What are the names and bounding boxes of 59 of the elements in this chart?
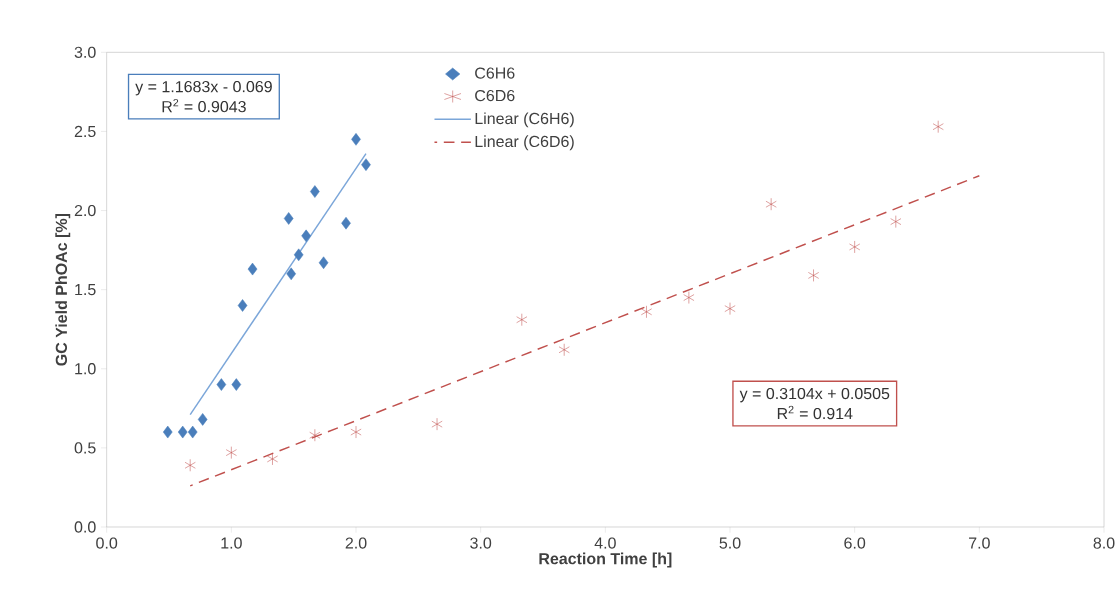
legend-label: C6D6 (475, 89, 515, 102)
point (267, 452, 278, 466)
point (890, 215, 902, 228)
point (177, 425, 188, 439)
point (431, 417, 443, 431)
x-tick-label: 2.0 (345, 537, 367, 549)
point (216, 378, 227, 391)
y-axis-title: GC Yield PhOAc [%] (55, 213, 71, 366)
y-tick-label: 2.5 (74, 125, 96, 138)
point (231, 378, 242, 391)
point (683, 291, 695, 304)
point (361, 158, 371, 171)
point (197, 413, 208, 426)
x-axis-title: Reaction Time [h] (539, 552, 672, 568)
annotation: y = 1.1683x - 0.069 (135, 80, 272, 96)
point (351, 133, 361, 146)
x-tick-label: 1.0 (221, 537, 242, 549)
x-tick-label: 0.0 (96, 537, 118, 549)
point (849, 240, 861, 254)
point (808, 269, 819, 282)
legend-label: Linear (C6H6) (475, 112, 574, 128)
point (301, 229, 311, 243)
y-tick-label: 0.5 (74, 442, 96, 454)
point (247, 262, 258, 276)
point (309, 428, 321, 442)
point (286, 267, 296, 281)
y-tick-label: 1.0 (75, 363, 96, 375)
point (237, 299, 248, 312)
y-tick-label: 1.5 (75, 284, 96, 296)
point (558, 343, 570, 357)
point (283, 212, 294, 225)
annotation: R$^{2}$ = 0.9043 (162, 98, 246, 113)
legend-label: C6H6 (475, 67, 515, 79)
point (310, 185, 320, 198)
y-tick-label: 3.0 (74, 46, 96, 58)
legend-label: Linear (C6D6) (475, 135, 574, 151)
x-tick-label: 5.0 (719, 537, 741, 549)
x-tick-label: 7.0 (969, 537, 990, 549)
point (187, 425, 198, 439)
x-tick-label: 3.0 (470, 537, 492, 549)
point (293, 248, 304, 262)
point (225, 446, 237, 459)
point (318, 256, 329, 270)
y-tick-label: 0.0 (74, 521, 96, 533)
point (162, 425, 173, 439)
y-tick-label: 2.0 (74, 204, 96, 217)
point (516, 313, 528, 326)
point (724, 302, 736, 315)
x-tick-label: 8.0 (1093, 537, 1115, 549)
point (184, 459, 196, 472)
point (932, 120, 944, 133)
point (765, 197, 777, 211)
point (341, 216, 351, 230)
annotation: y = 0.3104x + 0.0505 (739, 387, 890, 403)
annotation: R$^{2}$ = 0.914 (777, 405, 853, 420)
point (641, 305, 652, 319)
point (350, 425, 362, 439)
x-tick-label: 6.0 (844, 537, 866, 549)
x-tick-label: 4.0 (594, 537, 616, 549)
